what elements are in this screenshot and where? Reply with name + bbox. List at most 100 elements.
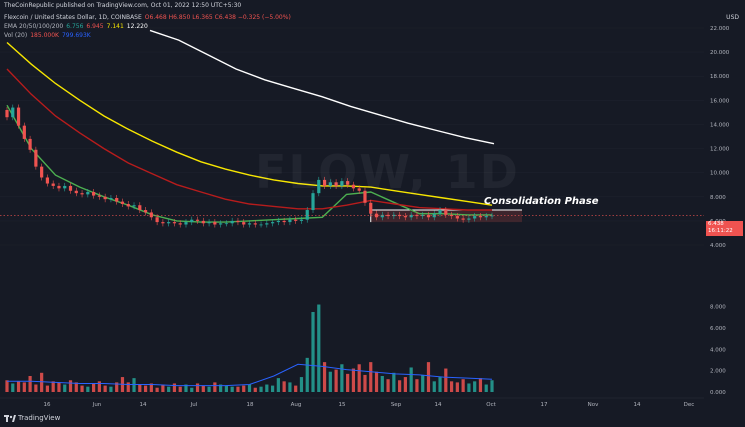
volume-bar bbox=[334, 369, 338, 392]
volume-bar bbox=[219, 384, 223, 392]
volume-bar bbox=[415, 379, 419, 392]
volume-bar bbox=[288, 382, 292, 392]
candle-body bbox=[346, 181, 350, 185]
candle-body bbox=[259, 224, 263, 226]
volume-bar bbox=[236, 386, 240, 392]
volume-tick-label: 4.000 bbox=[710, 347, 726, 353]
volume-bar bbox=[80, 385, 84, 392]
volume-bar bbox=[57, 382, 61, 392]
candle-body bbox=[195, 219, 200, 221]
volume-bar bbox=[22, 382, 26, 392]
volume-bar bbox=[149, 383, 153, 392]
candle-body bbox=[351, 184, 356, 189]
time-tick-label: 15 bbox=[339, 402, 346, 408]
volume-bar bbox=[74, 382, 78, 392]
candle-body bbox=[5, 109, 9, 118]
candle-body bbox=[461, 218, 465, 220]
candle-body bbox=[340, 181, 344, 186]
candle-body bbox=[224, 223, 229, 225]
candle-body bbox=[63, 185, 67, 189]
volume-bar bbox=[311, 312, 315, 392]
candle-body bbox=[138, 205, 142, 211]
time-tick-label: Jun bbox=[92, 402, 102, 408]
volume-bar bbox=[109, 386, 113, 392]
volume-bar bbox=[328, 371, 332, 392]
symbol-title[interactable]: Flexcoin / United States Dollar, 1D, COI… bbox=[4, 14, 142, 21]
volume-ma-line bbox=[7, 363, 493, 387]
volume-bar bbox=[461, 379, 465, 392]
candle-body bbox=[322, 179, 327, 186]
ema50-value: 6.945 bbox=[86, 23, 104, 30]
time-tick-label: 16 bbox=[44, 402, 51, 408]
time-tick-label: Dec bbox=[684, 402, 695, 408]
volume-bar bbox=[363, 374, 367, 392]
candle-body bbox=[74, 190, 78, 194]
bar-countdown: 16:11:22 bbox=[708, 228, 733, 234]
candle-body bbox=[28, 138, 32, 150]
volume-bar bbox=[403, 377, 407, 392]
volume-scale: 8.000 6.000 4.000 2.000 0.000 bbox=[710, 305, 726, 396]
vol-value: 185.000K bbox=[30, 32, 59, 39]
volume-bar bbox=[392, 372, 396, 392]
volume-tick-label: 8.000 bbox=[710, 305, 726, 311]
volume-tick-label: 2.000 bbox=[710, 369, 726, 375]
candle-body bbox=[92, 191, 96, 196]
volume-bar bbox=[172, 383, 177, 392]
candle-body bbox=[386, 214, 390, 217]
volume-bar bbox=[421, 374, 425, 392]
ema-label[interactable]: EMA 20/50/100/200 bbox=[4, 23, 64, 30]
candle-body bbox=[438, 210, 442, 214]
candle-body bbox=[369, 202, 373, 214]
candle-body bbox=[305, 210, 309, 220]
candle-body bbox=[109, 197, 113, 200]
candle-body bbox=[299, 219, 304, 221]
time-scale[interactable]: 16 Jun 14 Jul 18 Aug 15 Sep 14 Oct 17 Nov 14 Dec bbox=[0, 397, 704, 408]
volume-bar bbox=[167, 386, 171, 392]
candle-body bbox=[34, 149, 38, 167]
price-tick-label: 12.000 bbox=[710, 147, 730, 153]
volume-bar bbox=[432, 381, 436, 392]
candle-body bbox=[190, 219, 194, 223]
candle-body bbox=[230, 220, 234, 224]
candle-body bbox=[11, 107, 15, 118]
volume-bar bbox=[276, 378, 280, 392]
volume-bar bbox=[265, 384, 269, 392]
ema100-value: 7.141 bbox=[106, 23, 124, 30]
volume-bar bbox=[357, 364, 361, 392]
consolidation-phase-label: Consolidation Phase bbox=[484, 196, 599, 207]
candle-body bbox=[161, 222, 165, 224]
candle-body bbox=[444, 210, 448, 215]
candle-body bbox=[282, 220, 286, 223]
ema200-value: 12.220 bbox=[126, 23, 148, 30]
ema20-value: 6.756 bbox=[66, 23, 84, 30]
currency-label: USD bbox=[726, 14, 739, 21]
candle-body bbox=[219, 223, 223, 225]
candle-body bbox=[57, 185, 61, 189]
volume-bar bbox=[92, 383, 96, 392]
candle-body bbox=[86, 191, 90, 195]
volume-bar bbox=[132, 378, 136, 392]
price-tick-label: 18.000 bbox=[710, 74, 730, 80]
price-scale[interactable]: 22.000 20.000 18.000 16.000 14.000 12.000 10.0… bbox=[710, 26, 730, 249]
candle-body bbox=[467, 218, 471, 220]
candle-body bbox=[478, 216, 483, 218]
volume-ma bbox=[7, 363, 493, 387]
volume-bar bbox=[138, 384, 142, 392]
ohlc-values: O6.468 H6.850 L6.365 C6.438 −0.325 (−5.0… bbox=[144, 14, 291, 21]
volume-bar bbox=[230, 386, 234, 392]
volume-bar bbox=[40, 372, 44, 392]
candle-body bbox=[247, 223, 252, 225]
candle-body bbox=[294, 219, 298, 221]
volume-bar bbox=[51, 381, 55, 392]
volume-bar bbox=[161, 384, 165, 392]
vol-ma-value: 799.693K bbox=[61, 32, 91, 39]
candle-body bbox=[253, 223, 257, 225]
volume-bar bbox=[103, 385, 107, 392]
vol-label[interactable]: Vol (20) bbox=[4, 32, 28, 39]
candle-body bbox=[288, 219, 292, 223]
candle-body bbox=[178, 223, 182, 225]
time-tick-label: 18 bbox=[247, 402, 254, 408]
volume-bar bbox=[409, 367, 413, 392]
time-tick-label: Jul bbox=[190, 402, 198, 408]
